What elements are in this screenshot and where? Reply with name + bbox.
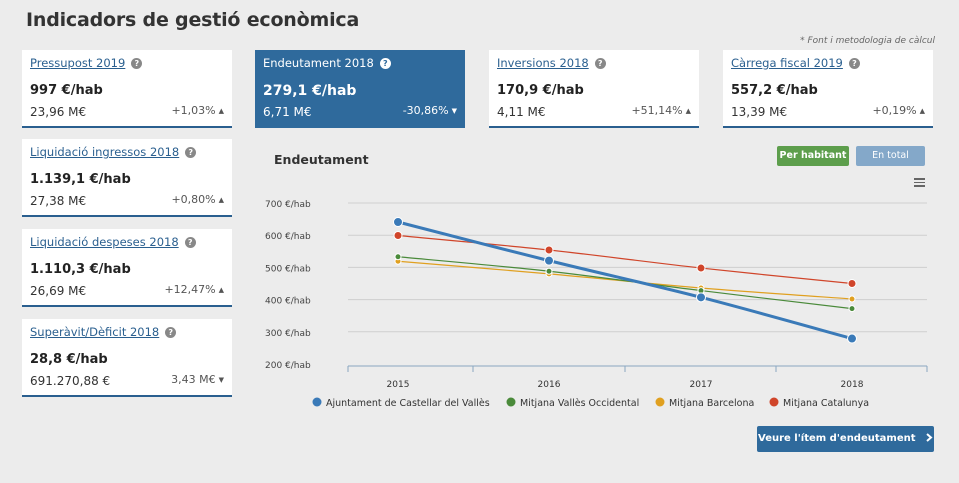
trend-arrow-icon: ▲ [218, 286, 224, 294]
card-change: +1,03% ▲ [171, 104, 224, 117]
line-chart: 200 €/hab 300 €/hab 400 €/hab 500 €/hab 600 … [265, 200, 928, 409]
card-value: 557,2 €/hab [731, 83, 818, 98]
legend-label: Mitjana Barcelona [669, 398, 754, 409]
x-tick-label: 2016 [538, 380, 561, 390]
card-change: +51,14% ▲ [631, 104, 691, 117]
trend-arrow-icon: ▲ [218, 196, 224, 204]
trend-arrow-icon: ▼ [218, 376, 224, 384]
data-point [848, 295, 856, 303]
card-subvalue: 23,96 M€ [30, 105, 87, 119]
card-value: 997 €/hab [30, 83, 103, 98]
card-change: -30,86% ▼ [402, 104, 457, 117]
help-icon[interactable]: ? [594, 58, 606, 69]
legend-marker [312, 397, 322, 407]
legend-label: Mitjana Catalunya [783, 398, 869, 409]
data-point [393, 231, 403, 241]
data-point [394, 253, 402, 261]
help-icon[interactable]: ? [184, 237, 196, 248]
card-change: +0,80% ▲ [171, 193, 224, 206]
help-icon[interactable]: ? [165, 327, 177, 338]
data-point [393, 216, 403, 227]
card-change: +12,47% ▲ [164, 283, 224, 296]
view-debt-item-button[interactable]: Veure l'ítem d'endeutament [757, 426, 934, 452]
data-point [545, 267, 553, 275]
x-tick-label: 2015 [387, 380, 410, 390]
trend-arrow-icon: ▲ [218, 107, 224, 115]
data-point [847, 279, 857, 288]
card-subvalue: 13,39 M€ [731, 105, 788, 119]
card-subvalue: 26,69 M€ [30, 284, 87, 298]
trend-arrow-icon: ▼ [451, 107, 457, 115]
data-point [544, 255, 554, 266]
trend-arrow-icon: ▲ [919, 107, 925, 115]
data-point [544, 245, 554, 255]
card-value: 279,1 €/hab [263, 83, 357, 99]
view-debt-item-label: Veure l'ítem d'endeutament [758, 433, 916, 444]
indicator-card[interactable]: Liquidació despeses 2018? 1.110,3 €/hab 26… [22, 229, 232, 307]
x-tick-label: 2018 [841, 380, 864, 390]
help-icon[interactable]: ? [185, 147, 197, 158]
help-icon[interactable]: ? [131, 58, 143, 69]
card-title[interactable]: Endeutament 2018? [263, 56, 391, 70]
per-habitant-button[interactable]: Per habitant [777, 146, 849, 166]
legend-marker [655, 397, 665, 407]
card-title[interactable]: Superàvit/Dèficit 2018? [30, 325, 177, 339]
indicator-card[interactable]: Liquidació ingressos 2018? 1.139,1 €/hab 2… [22, 139, 232, 217]
chart-title: Endeutament [274, 152, 369, 167]
legend-label: Mitjana Vallès Occidental [520, 398, 639, 409]
page-title: Indicadors de gestió econòmica [26, 9, 360, 31]
indicator-card[interactable]: Pressupost 2019? 997 €/hab 23,96 M€ +1,03% ▲ [22, 50, 232, 128]
trend-arrow-icon: ▲ [685, 107, 691, 115]
card-change: +0,19% ▲ [872, 104, 925, 117]
card-subvalue: 27,38 M€ [30, 194, 87, 208]
series-line [397, 234, 853, 285]
chart-panel: Endeutament Per habitant En total 200 €/… [255, 139, 933, 417]
help-icon[interactable]: ? [379, 58, 391, 69]
x-tick-label: 2017 [690, 380, 713, 390]
card-value: 1.110,3 €/hab [30, 262, 131, 277]
data-point [696, 292, 706, 303]
help-icon[interactable]: ? [848, 58, 860, 69]
hamburger-menu-icon[interactable] [914, 178, 925, 187]
data-point [848, 305, 856, 313]
legend-label: Ajuntament de Castellar del Vallès [326, 398, 490, 409]
series-line [397, 220, 853, 341]
card-title[interactable]: Càrrega fiscal 2019? [731, 56, 860, 70]
chevron-right-icon [926, 433, 933, 442]
card-change: 3,43 M€ ▼ [171, 373, 224, 386]
en-total-button[interactable]: En total [856, 146, 925, 166]
card-subvalue: 691.270,88 € [30, 374, 111, 388]
indicator-card[interactable]: Inversions 2018? 170,9 €/hab 4,11 M€ +51,14… [489, 50, 699, 128]
card-value: 170,9 €/hab [497, 83, 584, 98]
card-title[interactable]: Pressupost 2019? [30, 56, 143, 70]
y-tick-label: 500 €/hab [265, 264, 311, 274]
series-line [397, 256, 853, 310]
y-tick-label: 600 €/hab [265, 232, 311, 242]
card-value: 28,8 €/hab [30, 352, 108, 367]
y-tick-label: 200 €/hab [265, 361, 311, 371]
y-tick-label: 300 €/hab [265, 329, 311, 339]
card-title[interactable]: Liquidació ingressos 2018? [30, 145, 197, 159]
indicator-card[interactable]: Endeutament 2018? 279,1 €/hab 6,71 M€ -30,8… [255, 50, 465, 128]
source-note[interactable]: * Font i metodologia de càlcul [800, 36, 935, 46]
y-tick-label: 400 €/hab [265, 297, 311, 307]
legend-marker [769, 397, 779, 407]
card-title[interactable]: Liquidació despeses 2018? [30, 235, 196, 249]
card-subvalue: 4,11 M€ [497, 105, 546, 119]
data-point [847, 333, 857, 344]
data-point [696, 263, 706, 273]
card-value: 1.139,1 €/hab [30, 172, 131, 187]
card-title[interactable]: Inversions 2018? [497, 56, 606, 70]
legend-marker [506, 397, 516, 407]
indicator-card[interactable]: Superàvit/Dèficit 2018? 28,8 €/hab 691.270… [22, 319, 232, 397]
y-tick-label: 700 €/hab [265, 200, 311, 210]
indicator-card[interactable]: Càrrega fiscal 2019? 557,2 €/hab 13,39 M€ +… [723, 50, 933, 128]
card-subvalue: 6,71 M€ [263, 105, 312, 119]
